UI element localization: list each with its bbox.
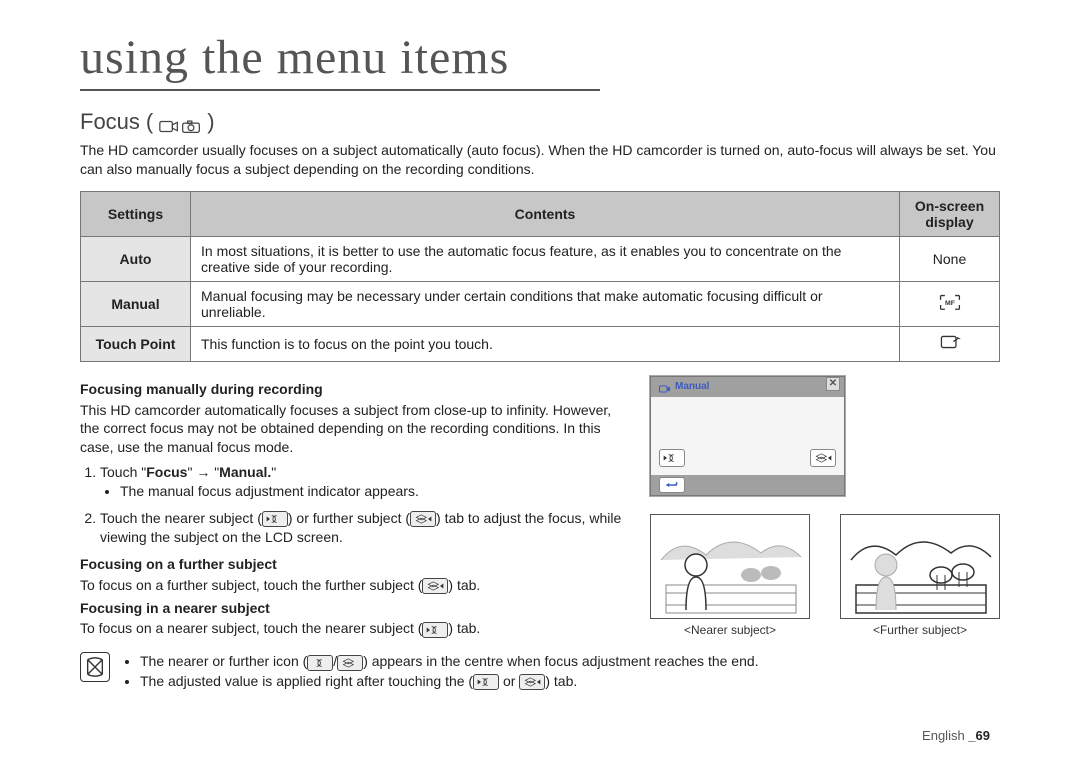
h-manual-focus: Focusing manually during recording xyxy=(80,380,632,399)
note-1: The nearer or further icon (/) appears i… xyxy=(140,652,759,672)
note-icon xyxy=(80,652,110,682)
page-footer: English _69 xyxy=(922,728,990,743)
chapter-title: using the menu items xyxy=(80,30,600,91)
th-settings: Settings xyxy=(81,191,191,236)
cell-osd xyxy=(900,326,1000,361)
photo-mode-icon xyxy=(181,114,201,130)
lcd-top-bar: Manual ✕ xyxy=(651,377,844,397)
bold-manual: Manual. xyxy=(219,464,271,480)
nearer-tab-icon[interactable] xyxy=(659,449,685,467)
nearer-illustration: <Nearer subject> xyxy=(650,514,810,637)
nearer-tab-icon xyxy=(422,622,448,638)
nearer-tab-icon xyxy=(473,674,499,690)
mf-icon: MF xyxy=(938,293,962,313)
cell-osd: None xyxy=(900,236,1000,281)
nearer-caption: <Nearer subject> xyxy=(650,623,810,637)
svg-text:MF: MF xyxy=(945,300,955,307)
video-mode-icon xyxy=(659,382,671,392)
th-osd: On-screen display xyxy=(900,191,1000,236)
further-end-icon xyxy=(337,655,363,671)
footer-page: _69 xyxy=(968,728,990,743)
th-contents: Contents xyxy=(191,191,900,236)
back-icon[interactable] xyxy=(659,477,685,493)
step-2: Touch the nearer subject () or further s… xyxy=(100,509,632,547)
further-tab-icon xyxy=(410,511,436,527)
video-mode-icon xyxy=(159,114,179,130)
section-paren-open: ( xyxy=(146,109,153,135)
section-title-row: Focus ( ) xyxy=(80,109,1000,135)
illustrations: <Nearer subject> xyxy=(650,514,1000,637)
table-row: Auto In most situations, it is better to… xyxy=(81,236,1000,281)
settings-table: Settings Contents On-screen display Auto… xyxy=(80,191,1000,362)
h-nearer: Focusing in a nearer subject xyxy=(80,599,632,618)
lcd-title: Manual xyxy=(675,377,709,397)
further-caption: <Further subject> xyxy=(840,623,1000,637)
p-manual-focus: This HD camcorder automatically focuses … xyxy=(80,401,632,458)
body-columns: Focusing manually during recording This … xyxy=(80,376,1000,639)
further-tab-icon xyxy=(519,674,545,690)
further-tab-icon[interactable] xyxy=(810,449,836,467)
text-column: Focusing manually during recording This … xyxy=(80,376,632,639)
close-icon[interactable]: ✕ xyxy=(826,377,840,391)
step-1: Touch "Focus" → "Manual." The manual foc… xyxy=(100,463,632,501)
right-column: Manual ✕ xyxy=(650,376,1000,639)
note-2: The adjusted value is applied right afte… xyxy=(140,672,759,692)
cell-contents: Manual focusing may be necessary under c… xyxy=(191,281,900,326)
manual-page: using the menu items Focus ( ) The HD ca… xyxy=(80,30,1000,692)
section-paren-close: ) xyxy=(207,109,214,135)
lcd-controls xyxy=(651,449,844,467)
cell-setting: Auto xyxy=(81,236,191,281)
cell-contents: This function is to focus on the point y… xyxy=(191,326,900,361)
notes-list: The nearer or further icon (/) appears i… xyxy=(122,652,759,691)
further-illustration: <Further subject> xyxy=(840,514,1000,637)
lcd-preview: Manual ✕ xyxy=(650,376,845,496)
nearer-end-icon xyxy=(307,655,333,671)
cell-setting: Touch Point xyxy=(81,326,191,361)
cell-setting: Manual xyxy=(81,281,191,326)
table-row: Manual Manual focusing may be necessary … xyxy=(81,281,1000,326)
h-further: Focusing on a further subject xyxy=(80,555,632,574)
cell-contents: In most situations, it is better to use … xyxy=(191,236,900,281)
footer-lang: English xyxy=(922,728,968,743)
steps-list: Touch "Focus" → "Manual." The manual foc… xyxy=(100,463,632,547)
p-further: To focus on a further subject, touch the… xyxy=(80,576,632,595)
section-intro: The HD camcorder usually focuses on a su… xyxy=(80,141,1000,179)
further-tab-icon xyxy=(422,578,448,594)
cell-osd: MF xyxy=(900,281,1000,326)
nearer-tab-icon xyxy=(262,511,288,527)
notes-row: The nearer or further icon (/) appears i… xyxy=(80,652,1000,691)
bold-focus: Focus xyxy=(146,464,187,480)
section-title: Focus xyxy=(80,109,140,135)
touchpoint-icon xyxy=(938,333,962,353)
step-1-bullet: The manual focus adjustment indicator ap… xyxy=(120,482,632,501)
table-row: Touch Point This function is to focus on… xyxy=(81,326,1000,361)
p-nearer: To focus on a nearer subject, touch the … xyxy=(80,619,632,638)
